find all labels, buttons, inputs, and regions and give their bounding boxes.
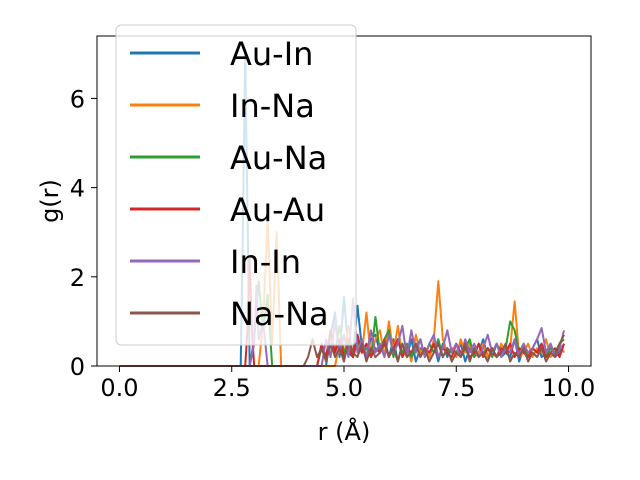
x-tick-label: 0.0 [100,374,138,402]
x-ticks: 0.0 2.5 5.0 7.5 10.0 [100,366,595,402]
legend-label-na-na: Na-Na [230,295,329,333]
y-axis-label: g(r) [36,179,64,223]
legend-label-au-au: Au-Au [230,191,325,229]
y-tick-label: 4 [70,175,85,203]
legend-label-in-na: In-Na [230,87,315,125]
x-tick-label: 5.0 [325,374,363,402]
x-tick-label: 10.0 [542,374,595,402]
legend-label-au-in: Au-In [230,35,313,73]
y-tick-label: 0 [70,353,85,381]
y-tick-label: 2 [70,264,85,292]
x-tick-label: 7.5 [437,374,475,402]
legend-label-au-na: Au-Na [230,139,327,177]
series-line-na-na [119,334,565,367]
x-axis-label: r (Å) [318,417,371,446]
legend: Au-In In-Na Au-Na Au-Au In-In Na-Na [115,24,357,346]
legend-label-in-in: In-In [230,243,301,281]
x-tick-label: 2.5 [213,374,251,402]
y-tick-label: 6 [70,85,85,113]
y-ticks: 0 2 4 6 [70,85,97,381]
